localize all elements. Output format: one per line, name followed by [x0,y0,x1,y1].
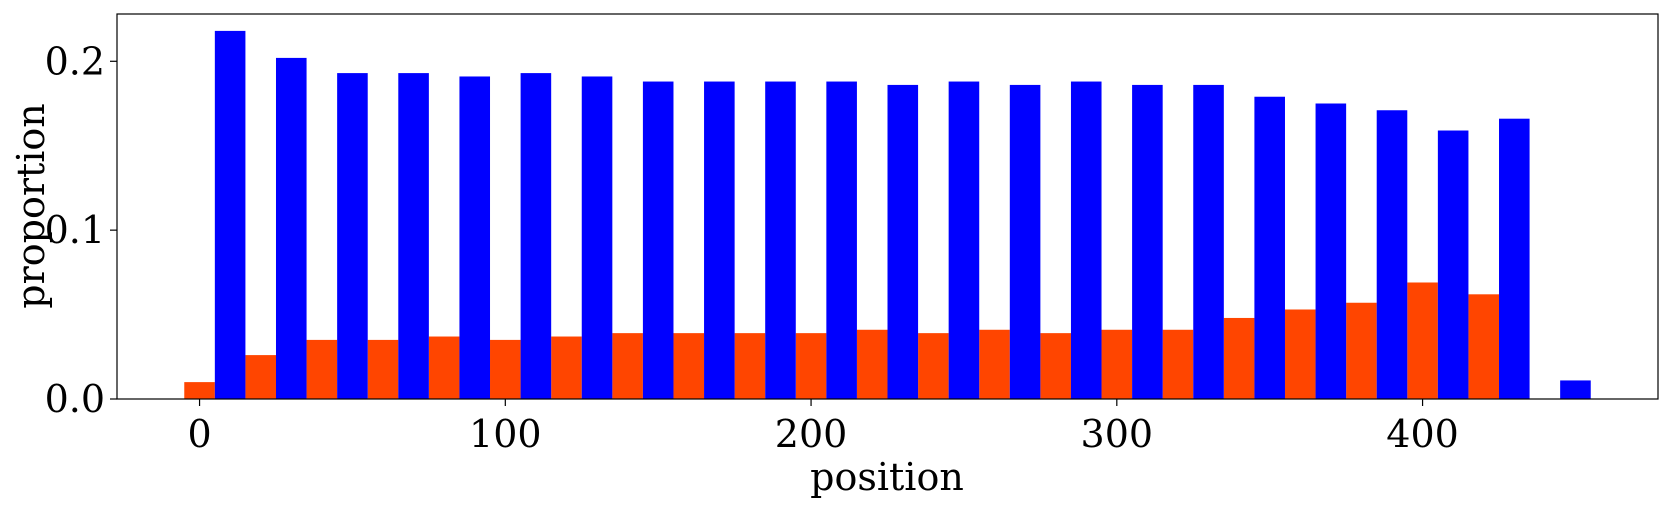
y-axis-ticks: 0.0 0.1 0.2 [45,39,117,421]
bar-series-1-380 [1346,302,1377,399]
bar-series-2-130 [581,76,613,399]
y-axis-label: proportion [9,103,53,309]
x-tick-label: 400 [1386,412,1459,456]
bar-series-2-350 [1254,96,1285,400]
x-tick-label: 100 [469,412,542,456]
bar-series-1-160 [673,333,705,399]
bar-series-1-100 [490,339,521,399]
bar-series-2-110 [520,73,552,399]
bar-series-1-60 [367,339,399,399]
bars-layer [184,30,1591,400]
bar-series-1-80 [428,336,460,399]
bar-series-2-250 [948,81,980,399]
bar-series-2-30 [275,57,307,400]
bar-series-1-120 [551,336,582,399]
y-tick-label: 0.0 [45,377,105,421]
bar-series-1-280 [1040,333,1071,399]
bar-series-1-40 [306,339,338,399]
bar-series-2-450 [1560,380,1591,399]
bar-series-1-260 [979,329,1010,399]
x-tick-label: 0 [187,412,211,456]
plot-frame [116,13,1659,400]
bar-series-2-70 [398,73,429,399]
y-tick-label: 0.2 [45,39,105,83]
bar-series-1-400 [1407,282,1438,399]
bar-series-1-140 [612,333,643,399]
bar-series-2-410 [1437,130,1469,399]
bar-series-1-20 [245,355,276,399]
bar-series-1-220 [856,329,888,399]
bar-series-2-390 [1376,110,1408,399]
y-tick-label: 0.1 [45,208,105,252]
bar-series-1-0 [184,382,215,399]
bar-series-2-310 [1132,84,1163,400]
bar-series-2-210 [826,81,857,399]
bar-series-2-170 [704,81,735,399]
bar-series-2-430 [1499,118,1530,399]
bar-series-1-200 [795,333,827,399]
bar-series-2-330 [1193,84,1224,400]
bar-series-2-370 [1315,103,1347,399]
bar-series-1-340 [1223,317,1255,399]
x-axis-label: position [810,455,964,499]
bar-series-1-420 [1468,294,1500,399]
bar-series-2-150 [642,81,674,399]
bar-series-2-90 [459,76,491,399]
x-axis-ticks: 0 100 200 300 400 [187,399,1459,456]
bar-series-1-240 [918,333,949,399]
bar-series-1-300 [1101,329,1133,399]
bar-series-2-50 [337,73,368,399]
bar-series-1-360 [1284,309,1316,399]
bar-series-2-270 [1009,84,1041,400]
bar-series-2-230 [887,84,919,400]
x-tick-label: 300 [1081,412,1154,456]
bar-series-1-320 [1162,329,1194,399]
bar-series-1-180 [734,333,766,399]
bar-series-2-290 [1070,81,1102,399]
bar-series-2-10 [214,30,246,399]
bar-series-2-190 [765,81,796,399]
x-tick-label: 200 [775,412,848,456]
